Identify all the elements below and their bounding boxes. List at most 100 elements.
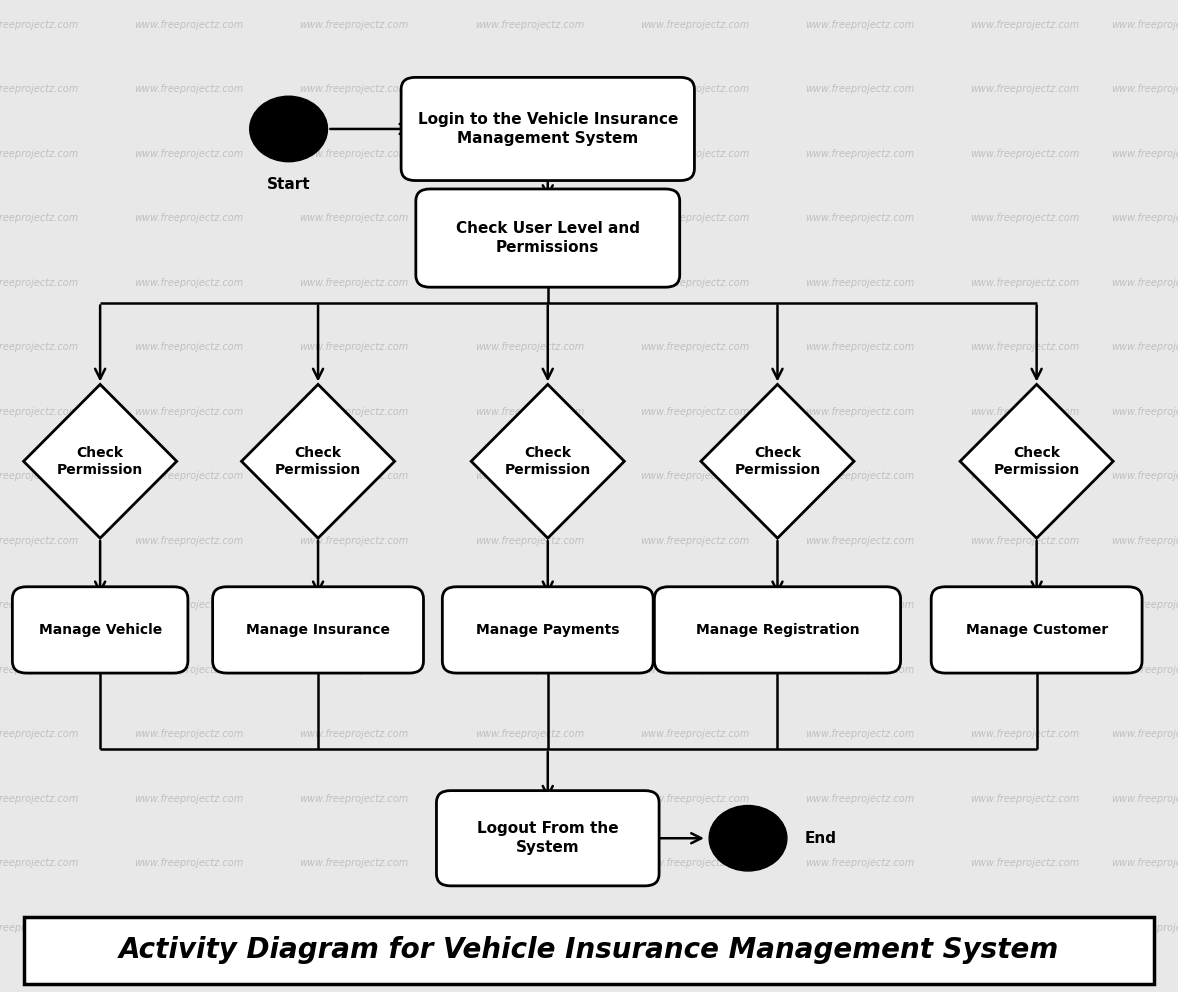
Text: www.freeprojectz.com: www.freeprojectz.com bbox=[641, 149, 749, 159]
Text: www.freeprojectz.com: www.freeprojectz.com bbox=[134, 794, 243, 804]
FancyBboxPatch shape bbox=[931, 587, 1143, 673]
Text: www.freeprojectz.com: www.freeprojectz.com bbox=[971, 665, 1079, 675]
Text: www.freeprojectz.com: www.freeprojectz.com bbox=[971, 858, 1079, 868]
Text: www.freeprojectz.com: www.freeprojectz.com bbox=[134, 858, 243, 868]
Text: www.freeprojectz.com: www.freeprojectz.com bbox=[1112, 923, 1178, 932]
Text: www.freeprojectz.com: www.freeprojectz.com bbox=[641, 342, 749, 352]
Text: www.freeprojectz.com: www.freeprojectz.com bbox=[299, 149, 408, 159]
Text: www.freeprojectz.com: www.freeprojectz.com bbox=[971, 84, 1079, 94]
Text: www.freeprojectz.com: www.freeprojectz.com bbox=[0, 149, 78, 159]
Text: www.freeprojectz.com: www.freeprojectz.com bbox=[476, 729, 584, 739]
Text: www.freeprojectz.com: www.freeprojectz.com bbox=[806, 149, 914, 159]
Text: www.freeprojectz.com: www.freeprojectz.com bbox=[641, 20, 749, 30]
Text: www.freeprojectz.com: www.freeprojectz.com bbox=[641, 471, 749, 481]
Text: www.freeprojectz.com: www.freeprojectz.com bbox=[641, 923, 749, 932]
FancyBboxPatch shape bbox=[416, 188, 680, 288]
Text: www.freeprojectz.com: www.freeprojectz.com bbox=[641, 213, 749, 223]
Text: www.freeprojectz.com: www.freeprojectz.com bbox=[0, 600, 78, 610]
Text: www.freeprojectz.com: www.freeprojectz.com bbox=[806, 858, 914, 868]
Text: www.freeprojectz.com: www.freeprojectz.com bbox=[806, 729, 914, 739]
Text: www.freeprojectz.com: www.freeprojectz.com bbox=[641, 278, 749, 288]
Text: Start: Start bbox=[266, 177, 311, 191]
Text: www.freeprojectz.com: www.freeprojectz.com bbox=[971, 342, 1079, 352]
Text: www.freeprojectz.com: www.freeprojectz.com bbox=[134, 84, 243, 94]
Text: Check
Permission: Check Permission bbox=[274, 445, 362, 477]
Text: www.freeprojectz.com: www.freeprojectz.com bbox=[476, 923, 584, 932]
Text: Activity Diagram for Vehicle Insurance Management System: Activity Diagram for Vehicle Insurance M… bbox=[119, 936, 1059, 964]
Text: www.freeprojectz.com: www.freeprojectz.com bbox=[0, 729, 78, 739]
Circle shape bbox=[709, 806, 787, 871]
Text: www.freeprojectz.com: www.freeprojectz.com bbox=[476, 149, 584, 159]
Text: www.freeprojectz.com: www.freeprojectz.com bbox=[134, 600, 243, 610]
Polygon shape bbox=[241, 384, 395, 538]
Text: www.freeprojectz.com: www.freeprojectz.com bbox=[299, 794, 408, 804]
Text: Logout From the
System: Logout From the System bbox=[477, 821, 618, 855]
Text: www.freeprojectz.com: www.freeprojectz.com bbox=[1112, 729, 1178, 739]
Text: www.freeprojectz.com: www.freeprojectz.com bbox=[1112, 213, 1178, 223]
Text: www.freeprojectz.com: www.freeprojectz.com bbox=[134, 407, 243, 417]
Text: www.freeprojectz.com: www.freeprojectz.com bbox=[806, 471, 914, 481]
Text: www.freeprojectz.com: www.freeprojectz.com bbox=[134, 536, 243, 546]
Text: www.freeprojectz.com: www.freeprojectz.com bbox=[476, 665, 584, 675]
Text: www.freeprojectz.com: www.freeprojectz.com bbox=[971, 149, 1079, 159]
Text: www.freeprojectz.com: www.freeprojectz.com bbox=[806, 342, 914, 352]
Text: Manage Vehicle: Manage Vehicle bbox=[39, 623, 161, 637]
Text: www.freeprojectz.com: www.freeprojectz.com bbox=[0, 342, 78, 352]
Text: www.freeprojectz.com: www.freeprojectz.com bbox=[476, 794, 584, 804]
Text: www.freeprojectz.com: www.freeprojectz.com bbox=[1112, 407, 1178, 417]
Text: www.freeprojectz.com: www.freeprojectz.com bbox=[476, 471, 584, 481]
Text: www.freeprojectz.com: www.freeprojectz.com bbox=[134, 665, 243, 675]
Text: www.freeprojectz.com: www.freeprojectz.com bbox=[476, 20, 584, 30]
Text: Login to the Vehicle Insurance
Management System: Login to the Vehicle Insurance Managemen… bbox=[417, 112, 679, 146]
Text: www.freeprojectz.com: www.freeprojectz.com bbox=[0, 84, 78, 94]
Text: www.freeprojectz.com: www.freeprojectz.com bbox=[1112, 858, 1178, 868]
Text: www.freeprojectz.com: www.freeprojectz.com bbox=[476, 600, 584, 610]
Text: www.freeprojectz.com: www.freeprojectz.com bbox=[806, 536, 914, 546]
Text: www.freeprojectz.com: www.freeprojectz.com bbox=[0, 858, 78, 868]
Text: www.freeprojectz.com: www.freeprojectz.com bbox=[134, 213, 243, 223]
Polygon shape bbox=[24, 384, 177, 538]
Text: www.freeprojectz.com: www.freeprojectz.com bbox=[1112, 20, 1178, 30]
Text: www.freeprojectz.com: www.freeprojectz.com bbox=[299, 923, 408, 932]
Text: www.freeprojectz.com: www.freeprojectz.com bbox=[299, 600, 408, 610]
Text: www.freeprojectz.com: www.freeprojectz.com bbox=[971, 729, 1079, 739]
Text: www.freeprojectz.com: www.freeprojectz.com bbox=[971, 794, 1079, 804]
Text: www.freeprojectz.com: www.freeprojectz.com bbox=[134, 149, 243, 159]
Text: www.freeprojectz.com: www.freeprojectz.com bbox=[0, 665, 78, 675]
Text: www.freeprojectz.com: www.freeprojectz.com bbox=[1112, 278, 1178, 288]
Text: www.freeprojectz.com: www.freeprojectz.com bbox=[971, 278, 1079, 288]
Text: www.freeprojectz.com: www.freeprojectz.com bbox=[1112, 471, 1178, 481]
Text: www.freeprojectz.com: www.freeprojectz.com bbox=[641, 858, 749, 868]
FancyBboxPatch shape bbox=[443, 587, 653, 673]
Text: www.freeprojectz.com: www.freeprojectz.com bbox=[641, 600, 749, 610]
FancyBboxPatch shape bbox=[212, 587, 424, 673]
Text: www.freeprojectz.com: www.freeprojectz.com bbox=[299, 665, 408, 675]
Text: www.freeprojectz.com: www.freeprojectz.com bbox=[0, 471, 78, 481]
Text: www.freeprojectz.com: www.freeprojectz.com bbox=[806, 923, 914, 932]
Text: www.freeprojectz.com: www.freeprojectz.com bbox=[0, 213, 78, 223]
Text: www.freeprojectz.com: www.freeprojectz.com bbox=[971, 923, 1079, 932]
Text: www.freeprojectz.com: www.freeprojectz.com bbox=[806, 278, 914, 288]
Text: www.freeprojectz.com: www.freeprojectz.com bbox=[1112, 665, 1178, 675]
Text: www.freeprojectz.com: www.freeprojectz.com bbox=[641, 407, 749, 417]
Text: www.freeprojectz.com: www.freeprojectz.com bbox=[1112, 84, 1178, 94]
Circle shape bbox=[720, 814, 776, 862]
Text: Manage Customer: Manage Customer bbox=[966, 623, 1107, 637]
Polygon shape bbox=[701, 384, 854, 538]
Text: www.freeprojectz.com: www.freeprojectz.com bbox=[806, 665, 914, 675]
Text: www.freeprojectz.com: www.freeprojectz.com bbox=[476, 213, 584, 223]
Text: www.freeprojectz.com: www.freeprojectz.com bbox=[641, 729, 749, 739]
Text: www.freeprojectz.com: www.freeprojectz.com bbox=[971, 471, 1079, 481]
Text: www.freeprojectz.com: www.freeprojectz.com bbox=[971, 407, 1079, 417]
Text: www.freeprojectz.com: www.freeprojectz.com bbox=[1112, 794, 1178, 804]
Text: www.freeprojectz.com: www.freeprojectz.com bbox=[134, 471, 243, 481]
Text: www.freeprojectz.com: www.freeprojectz.com bbox=[0, 407, 78, 417]
Text: www.freeprojectz.com: www.freeprojectz.com bbox=[299, 729, 408, 739]
Text: www.freeprojectz.com: www.freeprojectz.com bbox=[806, 794, 914, 804]
Text: www.freeprojectz.com: www.freeprojectz.com bbox=[476, 536, 584, 546]
Text: www.freeprojectz.com: www.freeprojectz.com bbox=[476, 342, 584, 352]
Text: www.freeprojectz.com: www.freeprojectz.com bbox=[299, 20, 408, 30]
FancyBboxPatch shape bbox=[401, 77, 695, 181]
Text: Check User Level and
Permissions: Check User Level and Permissions bbox=[456, 221, 640, 255]
Text: www.freeprojectz.com: www.freeprojectz.com bbox=[806, 600, 914, 610]
